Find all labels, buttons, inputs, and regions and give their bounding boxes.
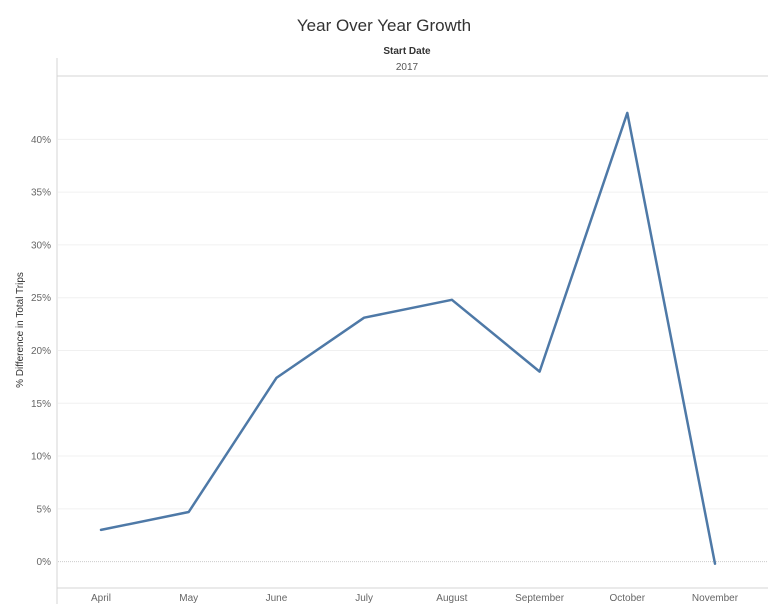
- data-point-june[interactable]: [272, 374, 280, 382]
- y-tick-label: 5%: [37, 504, 52, 515]
- x-tick-label: November: [692, 593, 739, 604]
- x-tick-label: August: [436, 593, 467, 604]
- series-layer: [97, 109, 719, 568]
- y-tick-label: 0%: [37, 557, 52, 568]
- data-point-september[interactable]: [536, 368, 544, 376]
- x-tick-label: June: [266, 593, 288, 604]
- y-axis-ticks: 0% 5% 10% 15% 20% 25% 30% 35% 40%: [31, 135, 51, 568]
- series-line: [99, 111, 717, 565]
- chart-title: Year Over Year Growth: [297, 16, 471, 35]
- y-tick-label: 20%: [31, 346, 51, 357]
- y-tick-label: 10%: [31, 452, 51, 463]
- x-axis-ticks: April May June July August September October No…: [91, 593, 739, 604]
- x-tick-label: September: [515, 593, 565, 604]
- x-tick-label: October: [609, 593, 645, 604]
- y-tick-label: 15%: [31, 399, 51, 410]
- y-tick-label: 25%: [31, 293, 51, 304]
- gridlines: [58, 138, 768, 563]
- column-header-title: Start Date: [383, 46, 431, 57]
- y-tick-label: 35%: [31, 188, 51, 199]
- data-point-november[interactable]: [711, 560, 719, 568]
- x-tick-label: July: [355, 593, 373, 604]
- data-point-april[interactable]: [97, 526, 105, 534]
- data-point-august[interactable]: [448, 296, 456, 304]
- column-header-value: 2017: [396, 62, 419, 73]
- y-tick-label: 40%: [31, 135, 51, 146]
- x-tick-label: April: [91, 593, 111, 604]
- data-point-october[interactable]: [623, 109, 631, 117]
- y-axis-title: % Difference in Total Trips: [15, 272, 26, 388]
- data-point-july[interactable]: [360, 314, 368, 322]
- data-point-may[interactable]: [185, 508, 193, 516]
- y-tick-label: 30%: [31, 240, 51, 251]
- x-tick-label: May: [179, 593, 198, 604]
